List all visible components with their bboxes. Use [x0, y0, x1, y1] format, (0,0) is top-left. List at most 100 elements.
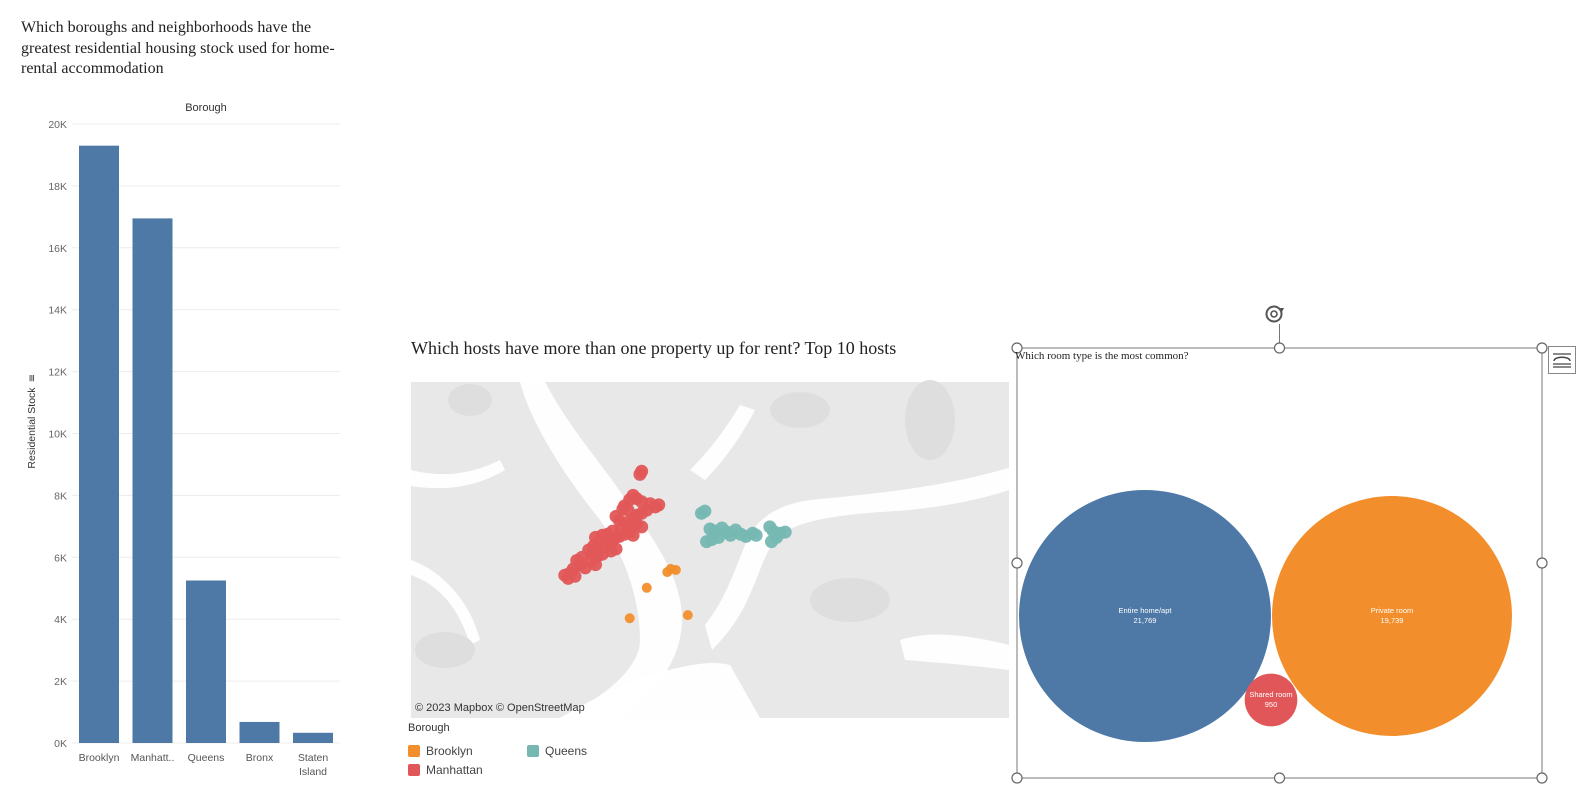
map-point-manhattan[interactable]: [606, 524, 620, 538]
map-point-brooklyn[interactable]: [624, 613, 635, 624]
map-point-manhattan[interactable]: [623, 525, 637, 539]
map-point-manhattan[interactable]: [573, 558, 587, 572]
resize-handle[interactable]: [1273, 772, 1286, 784]
bar-manhatt-[interactable]: [132, 218, 173, 743]
bar-staten-island[interactable]: [293, 732, 333, 743]
selection-frame[interactable]: [1016, 347, 1543, 779]
map-point-manhattan[interactable]: [590, 549, 604, 563]
map-point-manhattan[interactable]: [561, 571, 575, 585]
map-point-queens[interactable]: [766, 524, 780, 538]
map-point-manhattan[interactable]: [589, 558, 603, 572]
map-point-manhattan[interactable]: [635, 520, 649, 534]
map-point-manhattan[interactable]: [570, 554, 584, 567]
map-point-manhattan[interactable]: [640, 503, 654, 517]
map-point-manhattan[interactable]: [630, 508, 644, 522]
map-point-manhattan[interactable]: [630, 517, 644, 531]
map-point-manhattan[interactable]: [630, 492, 644, 506]
map-point-queens[interactable]: [694, 506, 708, 520]
map-point-manhattan[interactable]: [618, 527, 632, 541]
map-point-manhattan[interactable]: [595, 547, 609, 561]
map-point-manhattan[interactable]: [566, 562, 580, 576]
map-point-manhattan[interactable]: [607, 531, 621, 545]
bar-queens[interactable]: [186, 580, 226, 743]
map-point-queens[interactable]: [708, 524, 722, 538]
resize-handle[interactable]: [1273, 342, 1286, 354]
map-point-manhattan[interactable]: [652, 498, 666, 512]
map-point-queens[interactable]: [765, 535, 779, 549]
map-point-manhattan[interactable]: [609, 542, 623, 556]
map-point-manhattan[interactable]: [619, 516, 633, 530]
map-point-manhattan[interactable]: [558, 568, 572, 582]
map-point-manhattan[interactable]: [597, 540, 611, 554]
map-point-manhattan[interactable]: [604, 537, 618, 551]
bubble-circle[interactable]: [1272, 496, 1512, 736]
map-point-manhattan[interactable]: [635, 506, 649, 520]
resize-handle[interactable]: [1011, 557, 1023, 569]
map-point-brooklyn[interactable]: [682, 610, 693, 621]
layout-options-icon[interactable]: [1548, 346, 1576, 374]
map-point-queens[interactable]: [773, 526, 787, 540]
map-point-manhattan[interactable]: [578, 561, 592, 575]
map-point-manhattan[interactable]: [595, 528, 609, 542]
map-point-queens[interactable]: [715, 521, 729, 535]
map-point-queens[interactable]: [734, 527, 748, 541]
legend-item-queens[interactable]: Queens: [527, 744, 587, 758]
map-point-manhattan[interactable]: [633, 467, 647, 481]
map-point-queens[interactable]: [720, 525, 734, 539]
legend-item-brooklyn[interactable]: Brooklyn: [408, 744, 473, 758]
map-point-queens[interactable]: [778, 525, 792, 539]
map-point-manhattan[interactable]: [612, 529, 626, 543]
map-point-manhattan[interactable]: [599, 534, 613, 548]
map-point-manhattan[interactable]: [623, 493, 637, 507]
map-point-manhattan[interactable]: [623, 521, 637, 535]
map-point-manhattan[interactable]: [635, 464, 649, 478]
map-point-queens[interactable]: [763, 520, 777, 534]
bubble-circle[interactable]: [1019, 490, 1271, 742]
map-point-queens[interactable]: [729, 523, 743, 537]
map-point-queens[interactable]: [712, 530, 726, 544]
map-point-manhattan[interactable]: [587, 539, 601, 553]
map-point-manhattan[interactable]: [609, 509, 623, 523]
map-point-manhattan[interactable]: [592, 535, 606, 549]
map-point-brooklyn[interactable]: [662, 567, 673, 578]
map-point-manhattan[interactable]: [575, 550, 589, 564]
map-point-manhattan[interactable]: [635, 495, 649, 509]
map-point-manhattan[interactable]: [582, 543, 596, 557]
map-point-queens[interactable]: [770, 530, 784, 544]
map-area[interactable]: © 2023 Mapbox © OpenStreetMap: [411, 380, 1009, 718]
map-point-manhattan[interactable]: [585, 546, 599, 560]
resize-handle[interactable]: [1536, 342, 1548, 354]
bubble-circle[interactable]: [1244, 673, 1298, 727]
map-point-manhattan[interactable]: [648, 500, 662, 514]
map-point-manhattan[interactable]: [626, 513, 640, 527]
map-point-manhattan[interactable]: [563, 566, 577, 580]
sort-icon[interactable]: ≡: [27, 374, 38, 382]
resize-handle[interactable]: [1536, 772, 1548, 784]
map-point-manhattan[interactable]: [626, 528, 640, 542]
map-point-queens[interactable]: [746, 526, 760, 540]
bar-brooklyn[interactable]: [79, 145, 119, 744]
map-point-manhattan[interactable]: [618, 499, 632, 513]
map-point-queens[interactable]: [703, 522, 717, 536]
rotate-handle-icon[interactable]: [1262, 302, 1288, 326]
resize-handle[interactable]: [1536, 557, 1548, 569]
map-point-queens[interactable]: [705, 533, 719, 546]
map-point-manhattan[interactable]: [583, 555, 597, 569]
map-point-queens[interactable]: [700, 535, 714, 549]
resize-handle[interactable]: [1011, 772, 1023, 784]
map-point-manhattan[interactable]: [600, 527, 614, 541]
bar-bronx[interactable]: [239, 721, 280, 743]
map-point-manhattan[interactable]: [626, 488, 640, 502]
map-point-manhattan[interactable]: [589, 530, 603, 544]
map-point-queens[interactable]: [698, 504, 712, 518]
map-point-manhattan[interactable]: [612, 514, 626, 528]
map-point-manhattan[interactable]: [614, 522, 628, 536]
map-point-brooklyn[interactable]: [641, 582, 652, 593]
map-point-brooklyn[interactable]: [670, 564, 681, 575]
map-point-queens[interactable]: [724, 528, 738, 542]
map-point-manhattan[interactable]: [643, 497, 657, 511]
legend-item-manhattan[interactable]: Manhattan: [408, 763, 483, 777]
map-point-manhattan[interactable]: [621, 503, 635, 517]
